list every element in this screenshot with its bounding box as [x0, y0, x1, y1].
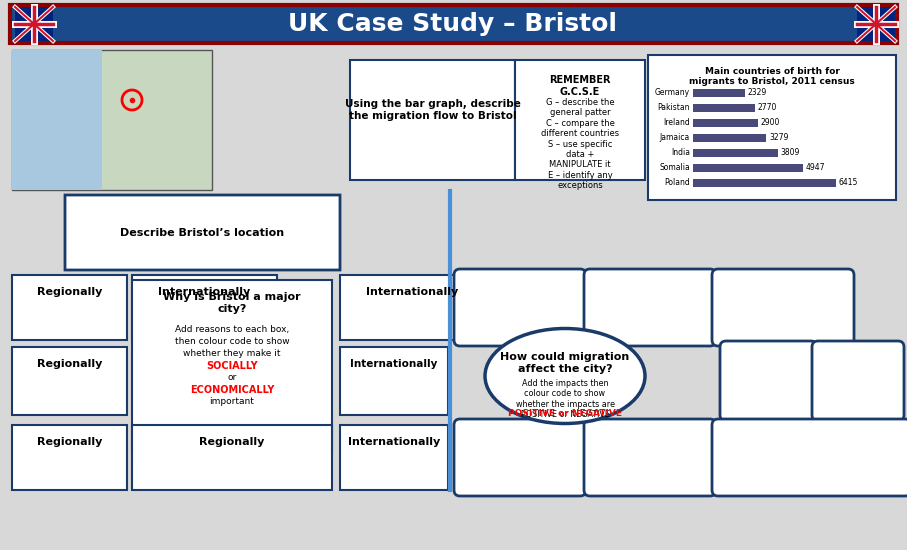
FancyBboxPatch shape	[340, 347, 448, 415]
Text: Describe Bristol’s location: Describe Bristol’s location	[121, 228, 285, 238]
Text: REMEMBER
G.C.S.E: REMEMBER G.C.S.E	[550, 75, 610, 97]
FancyBboxPatch shape	[132, 275, 277, 340]
FancyBboxPatch shape	[350, 60, 515, 180]
FancyBboxPatch shape	[340, 275, 485, 340]
Bar	[12, 50, 102, 190]
FancyBboxPatch shape	[648, 55, 896, 200]
Bar	[693, 148, 778, 157]
Bar	[10, 5, 897, 43]
Text: 2900: 2900	[761, 118, 780, 127]
Text: Regionally: Regionally	[37, 437, 102, 447]
Bar	[15, 7, 53, 41]
Bar	[693, 164, 803, 172]
FancyBboxPatch shape	[454, 419, 586, 496]
Text: Germany: Germany	[655, 88, 690, 97]
Text: 3809: 3809	[781, 148, 800, 157]
Bar	[693, 104, 755, 112]
Text: Regionally: Regionally	[200, 437, 265, 447]
Text: ECONOMICALLY: ECONOMICALLY	[190, 385, 274, 395]
Text: Add reasons to each box,: Add reasons to each box,	[175, 325, 289, 334]
Text: Pakistan: Pakistan	[658, 103, 690, 112]
Text: India: India	[671, 148, 690, 157]
Bar	[693, 119, 757, 127]
Text: Main countries of birth for
migrants to Bristol, 2011 census: Main countries of birth for migrants to …	[689, 67, 855, 86]
Text: Jamaica: Jamaica	[659, 133, 690, 142]
Text: Internationally: Internationally	[348, 437, 440, 447]
Text: Why is Bristol a major
city?: Why is Bristol a major city?	[163, 292, 301, 313]
Text: or: or	[228, 373, 237, 382]
Text: G – describe the
general patter
C – compare the
different countries
S – use spec: G – describe the general patter C – comp…	[541, 98, 619, 190]
FancyBboxPatch shape	[584, 269, 716, 346]
FancyBboxPatch shape	[65, 195, 340, 270]
FancyBboxPatch shape	[454, 269, 586, 346]
Text: Regionally: Regionally	[37, 359, 102, 369]
Text: Internationally: Internationally	[350, 359, 438, 369]
Text: 6415: 6415	[839, 178, 858, 187]
FancyBboxPatch shape	[812, 341, 904, 421]
Text: Poland: Poland	[664, 178, 690, 187]
FancyBboxPatch shape	[132, 280, 332, 450]
Text: whether they make it: whether they make it	[183, 349, 281, 358]
Text: Internationally: Internationally	[159, 287, 250, 297]
Bar	[12, 50, 212, 190]
FancyBboxPatch shape	[12, 347, 127, 415]
Text: Using the bar graph, describe
the migration flow to Bristol: Using the bar graph, describe the migrat…	[345, 99, 521, 121]
Text: UK Case Study – Bristol: UK Case Study – Bristol	[288, 12, 618, 36]
Text: Regionally: Regionally	[37, 287, 102, 297]
Text: Ireland: Ireland	[663, 118, 690, 127]
FancyBboxPatch shape	[712, 419, 907, 496]
Text: then colour code to show: then colour code to show	[175, 337, 289, 346]
Bar	[857, 7, 895, 41]
FancyBboxPatch shape	[720, 341, 817, 421]
FancyBboxPatch shape	[515, 60, 645, 180]
Bar	[693, 134, 766, 142]
Text: SOCIALLY: SOCIALLY	[206, 361, 258, 371]
Text: 4947: 4947	[806, 163, 825, 172]
Text: 2770: 2770	[757, 103, 777, 112]
Text: How could migration
affect the city?: How could migration affect the city?	[501, 352, 629, 374]
Text: Internationally: Internationally	[366, 287, 459, 297]
Bar	[693, 89, 745, 97]
FancyBboxPatch shape	[132, 425, 332, 490]
FancyBboxPatch shape	[12, 425, 127, 490]
Text: POSITIVE or NEGATIVE: POSITIVE or NEGATIVE	[508, 409, 622, 418]
Text: 3279: 3279	[769, 133, 788, 142]
FancyBboxPatch shape	[584, 419, 716, 496]
Ellipse shape	[485, 328, 645, 424]
Text: important: important	[210, 397, 255, 406]
Text: 2329: 2329	[748, 88, 767, 97]
FancyBboxPatch shape	[340, 425, 448, 490]
Text: Add the impacts then
colour code to show
whether the impacts are
POSITIVE or NEG: Add the impacts then colour code to show…	[515, 379, 615, 419]
FancyBboxPatch shape	[12, 275, 127, 340]
Bar	[693, 179, 835, 187]
Text: Somalia: Somalia	[659, 163, 690, 172]
FancyBboxPatch shape	[712, 269, 854, 346]
